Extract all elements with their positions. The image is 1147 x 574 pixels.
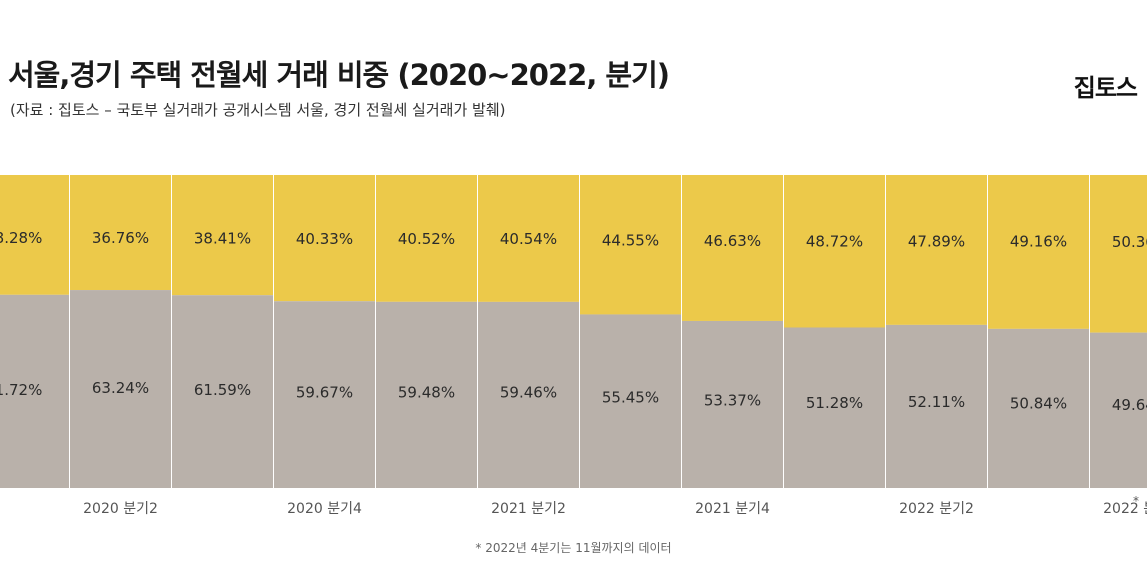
- bar-divider: [987, 175, 988, 488]
- bar-top-segment: [1090, 175, 1147, 333]
- bar-bottom-segment: [0, 294, 69, 488]
- bar-bottom-segment: [274, 301, 375, 488]
- footnote-marker: *: [1133, 494, 1139, 508]
- bar-divider: [171, 175, 172, 488]
- data-label-top: 8.28%: [0, 229, 42, 247]
- data-label-bottom: 59.46%: [500, 384, 557, 402]
- bar-bottom-segment: [376, 301, 477, 488]
- data-label-bottom: 61.59%: [194, 381, 251, 399]
- data-label-top: 46.63%: [704, 232, 761, 250]
- x-tick-label: 2022 분기4: [1103, 501, 1147, 517]
- bar-divider: [783, 175, 784, 488]
- bar-divider: [681, 175, 682, 488]
- data-label-top: 38.41%: [194, 229, 251, 247]
- bar-bottom-segment: [1090, 332, 1147, 488]
- bar-top-segment: [682, 175, 783, 321]
- bar-bottom-segment: [988, 328, 1089, 488]
- bar-top-segment: [988, 175, 1089, 329]
- chart-footnote: * 2022년 4분기는 11월까지의 데이터: [475, 541, 672, 555]
- bar-top-segment: [172, 175, 273, 296]
- x-tick-label: 2020 분기4: [287, 501, 362, 517]
- brand-logo: 집토스: [1073, 74, 1138, 102]
- data-label-bottom: 59.48%: [398, 384, 455, 402]
- data-label-bottom: 1.72%: [0, 381, 42, 399]
- bar-bottom-segment: [784, 327, 885, 488]
- data-label-bottom: 49.64%: [1112, 396, 1147, 414]
- chart-title: 서울,경기 주택 전월세 거래 비중 (2020~2022, 분기): [8, 58, 670, 92]
- x-tick-label: 2022 분기2: [899, 501, 974, 517]
- bar-top-segment: [478, 175, 579, 302]
- bar-divider: [273, 175, 274, 488]
- bar-top-segment: [0, 175, 69, 295]
- data-label-bottom: 53.37%: [704, 391, 761, 409]
- bar-top-segment: [580, 175, 681, 315]
- data-label-top: 40.33%: [296, 230, 353, 248]
- data-label-bottom: 63.24%: [92, 379, 149, 397]
- data-label-top: 44.55%: [602, 231, 659, 249]
- data-label-top: 40.54%: [500, 230, 557, 248]
- x-tick-label: 2021 분기4: [695, 501, 770, 517]
- bar-bottom-segment: [172, 295, 273, 488]
- bar-top-segment: [784, 175, 885, 328]
- bar-divider: [1089, 175, 1090, 488]
- data-label-top: 47.89%: [908, 232, 965, 250]
- data-label-top: 49.16%: [1010, 233, 1067, 251]
- bar-top-segment: [274, 175, 375, 302]
- bar-bottom-segment: [580, 314, 681, 488]
- data-label-bottom: 51.28%: [806, 394, 863, 412]
- bar-top-segment: [70, 175, 171, 291]
- data-label-top: 40.52%: [398, 230, 455, 248]
- bar-bottom-segment: [478, 301, 579, 488]
- data-label-bottom: 59.67%: [296, 383, 353, 401]
- bar-bottom-segment: [886, 324, 987, 488]
- bar-divider: [69, 175, 70, 488]
- x-tick-label: 2021 분기2: [491, 501, 566, 517]
- bar-divider: [579, 175, 580, 488]
- data-label-top: 36.76%: [92, 229, 149, 247]
- x-tick-label: 2020 분기2: [83, 501, 158, 517]
- bar-divider: [477, 175, 478, 488]
- data-label-bottom: 50.84%: [1010, 395, 1067, 413]
- bar-top-segment: [376, 175, 477, 302]
- data-label-top: 48.72%: [806, 233, 863, 251]
- bar-top-segment: [886, 175, 987, 325]
- bar-divider: [885, 175, 886, 488]
- bar-bottom-segment: [70, 290, 171, 488]
- data-label-bottom: 55.45%: [602, 389, 659, 407]
- data-label-top: 50.36%: [1112, 233, 1147, 251]
- chart-subtitle: (자료 : 집토스 – 국토부 실거래가 공개시스템 서울, 경기 전월세 실거…: [10, 101, 506, 119]
- data-label-bottom: 52.11%: [908, 393, 965, 411]
- bar-divider: [375, 175, 376, 488]
- bar-bottom-segment: [682, 320, 783, 488]
